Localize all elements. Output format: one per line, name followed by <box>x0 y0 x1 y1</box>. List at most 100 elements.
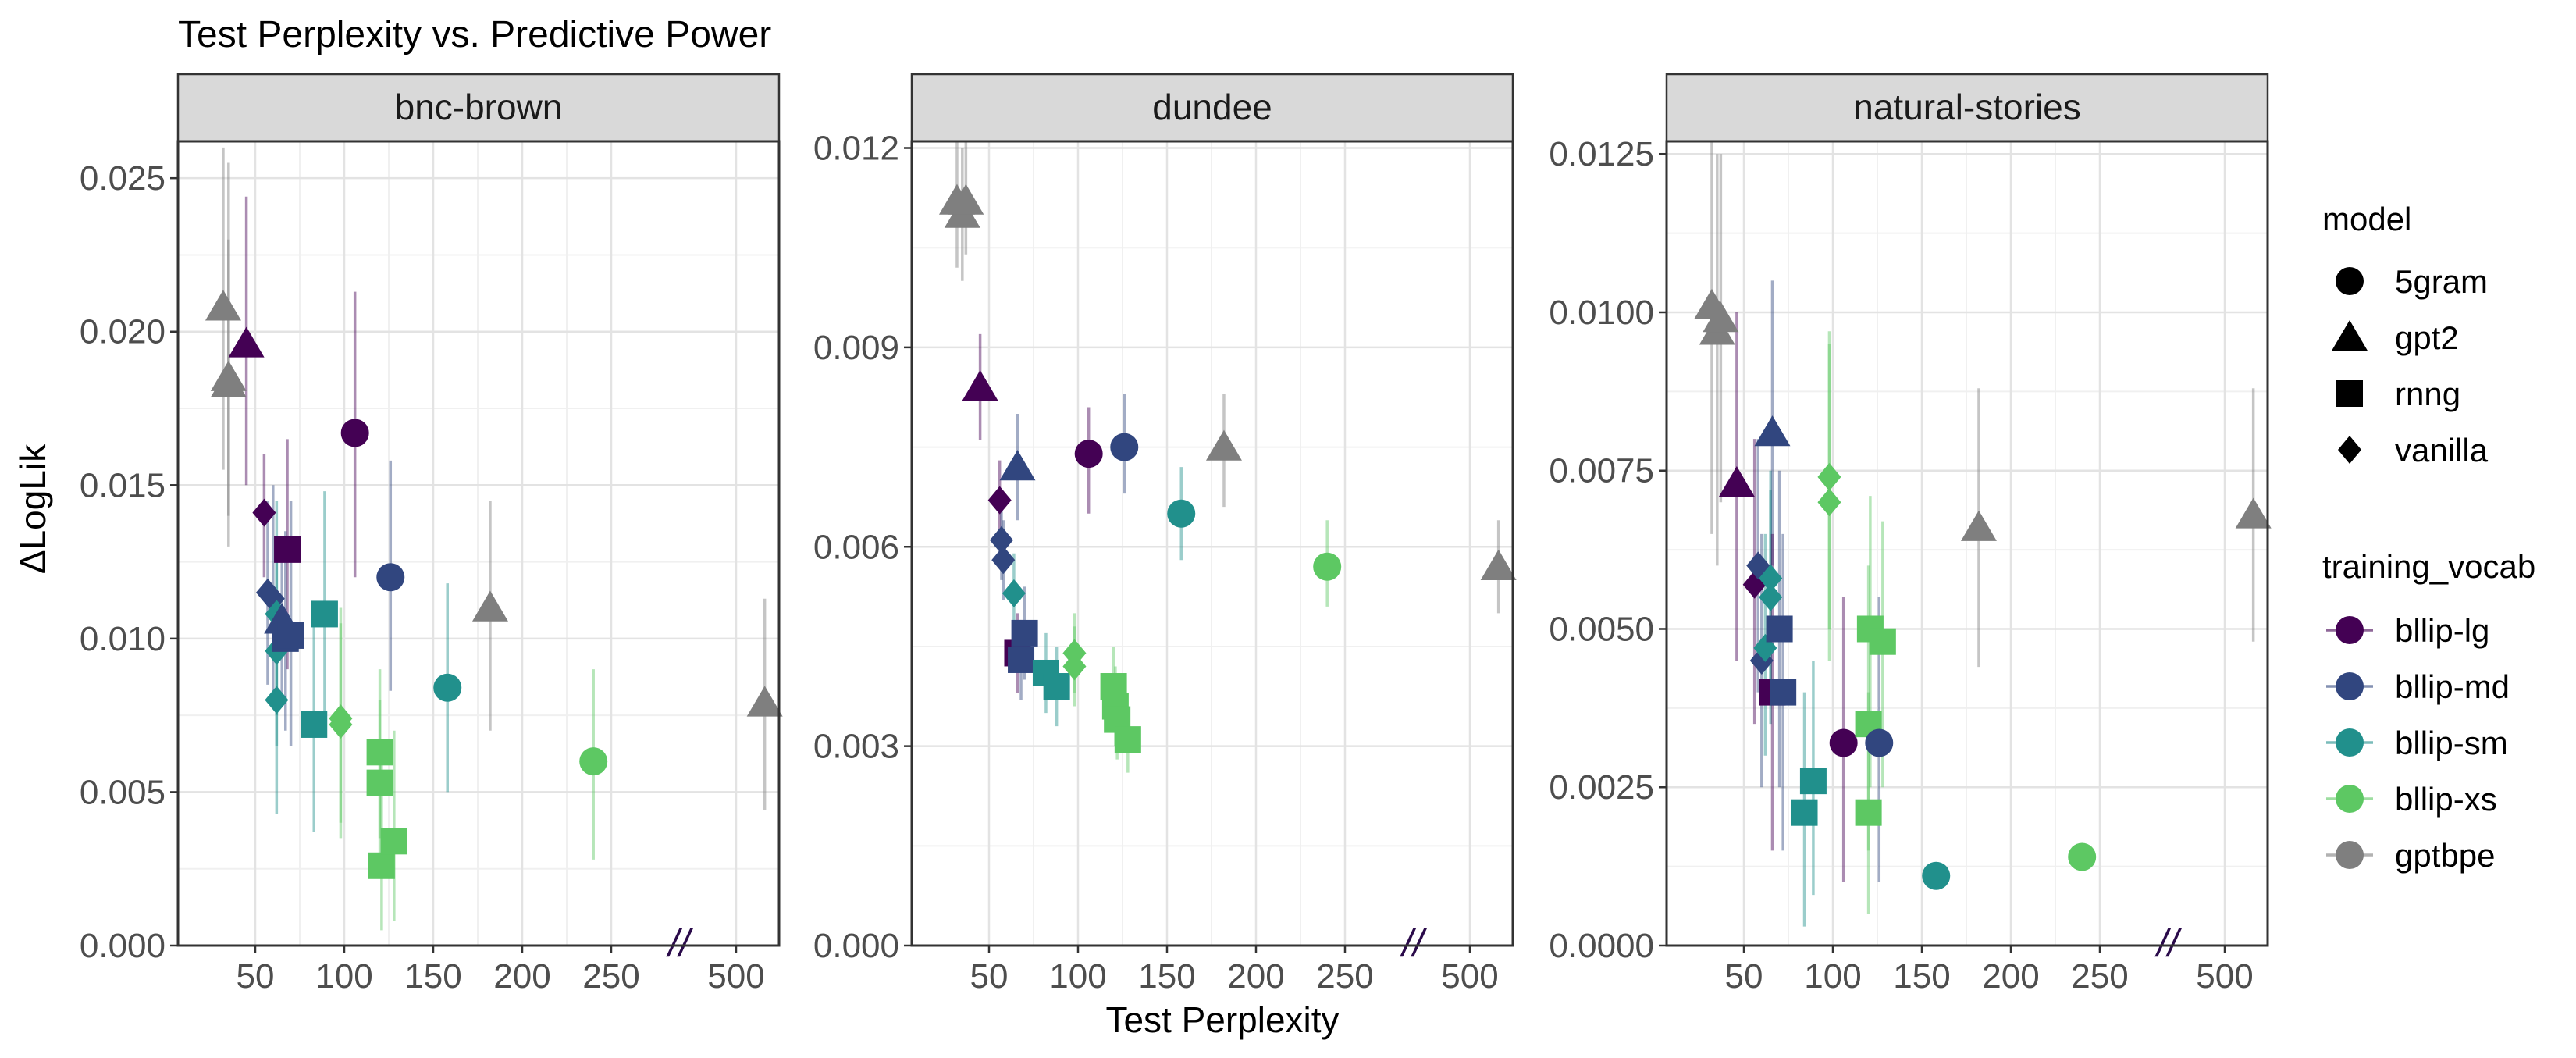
data-point-gpt2 <box>999 450 1036 481</box>
x-tick-label: 150 <box>1138 957 1195 996</box>
y-tick-label: 0.0125 <box>1549 135 1654 173</box>
data-point-5gram <box>340 419 369 447</box>
data-point-rnng <box>380 828 407 855</box>
x-tick-label: 100 <box>1049 957 1106 996</box>
legend-item-gptbpe: gptbpe <box>2326 837 2495 874</box>
points <box>205 290 783 879</box>
data-point-gpt2 <box>948 183 984 215</box>
y-tick-label: 0.0050 <box>1549 610 1654 648</box>
x-tick-label: 200 <box>1982 957 2039 996</box>
panel-strip <box>1665 73 2269 143</box>
legend-item-bllip-xs: bllip-xs <box>2326 781 2497 818</box>
y-tick-label: 0.000 <box>80 927 165 965</box>
y-tick-label: 0.006 <box>813 528 899 566</box>
data-point-rnng <box>1008 646 1035 673</box>
x-tick-label: 250 <box>2071 957 2128 996</box>
panel-strip-label: bnc-brown <box>395 87 563 127</box>
x-tick-label: 50 <box>237 957 275 996</box>
data-point-5gram <box>1829 728 1858 757</box>
legend-model: model 5gram gpt2 rnng vanilla <box>2322 201 2489 468</box>
data-point-5gram <box>579 747 608 776</box>
data-point-5gram <box>2068 842 2097 871</box>
data-point-gpt2 <box>1480 549 1517 580</box>
data-point-gpt2 <box>205 290 241 321</box>
data-point-rnng <box>277 622 304 649</box>
panel-strip-label: dundee <box>1152 87 1272 127</box>
data-point-rnng <box>1766 615 1793 643</box>
data-point-rnng <box>1114 726 1141 753</box>
y-tick-label: 0.0025 <box>1549 768 1654 807</box>
panel-strip <box>910 73 1514 143</box>
data-point-gpt2 <box>746 686 783 717</box>
axis-break-symbol: // <box>666 921 694 965</box>
data-point-gpt2 <box>471 590 508 622</box>
y-tick-label: 0.003 <box>813 728 899 766</box>
legend-label: bllip-sm <box>2395 725 2508 761</box>
data-point-5gram <box>1074 440 1103 468</box>
data-point-rnng <box>311 600 338 628</box>
data-point-gpt2 <box>228 326 265 358</box>
panel-bnc-brown: bnc-brown 0.000 0.005 0.010 0.015 0.020 0.025 5… <box>80 73 783 996</box>
data-point-vanilla <box>329 710 353 739</box>
data-point-rnng <box>1770 679 1797 706</box>
y-tick-label: 0.0100 <box>1549 294 1654 332</box>
x-tick-label: 200 <box>493 957 550 996</box>
panels: bnc-brown 0.000 0.005 0.010 0.015 0.020 0.025 5… <box>80 73 2272 996</box>
y-tick-label: 0.005 <box>80 773 165 811</box>
panel-natural-stories: natural-stories 0.0000 0.0025 0.0050 0.0075 0… <box>1549 73 2272 996</box>
data-point-vanilla <box>1062 652 1087 681</box>
data-point-rnng <box>366 739 393 766</box>
points <box>938 183 1517 753</box>
panel-border <box>910 140 1514 947</box>
data-point-gpt2 <box>1754 415 1791 447</box>
data-point-vanilla <box>1759 564 1783 593</box>
legend-key-dot <box>2336 616 2364 644</box>
legend-key-circle <box>2336 267 2364 295</box>
data-point-rnng <box>1855 799 1882 826</box>
data-point-gpt2 <box>962 369 998 401</box>
panel-border <box>176 140 781 947</box>
chart-title: Test Perplexity vs. Predictive Power <box>178 14 771 55</box>
axis-break-symbol: // <box>1400 921 1428 965</box>
legend-key-dot <box>2336 672 2364 700</box>
data-point-rnng <box>366 769 393 796</box>
legend-item-vanilla: vanilla <box>2338 432 2489 468</box>
legend-item-rnng: rnng <box>2336 376 2460 412</box>
legend-label: bllip-xs <box>2395 781 2497 818</box>
x-axis-title: Test Perplexity <box>1105 999 1339 1040</box>
y-tick-label: 0.010 <box>80 620 165 658</box>
legend-item-bllip-lg: bllip-lg <box>2326 612 2489 649</box>
data-point-5gram <box>1110 433 1139 461</box>
x-tick-label: 50 <box>970 957 1009 996</box>
data-point-vanilla <box>252 498 276 527</box>
panel-strip <box>176 73 781 143</box>
x-tick-label: 500 <box>1441 957 1498 996</box>
data-point-rnng <box>1799 768 1827 795</box>
data-point-vanilla <box>1002 579 1026 607</box>
legend-training-vocab: training_vocab bllip-lg bllip-md bllip-sm bl… <box>2322 548 2535 874</box>
data-point-gpt2 <box>1703 301 1739 333</box>
legend-item-gpt2: gpt2 <box>2332 319 2459 356</box>
legend-label: 5gram <box>2395 263 2488 300</box>
legend-label: bllip-lg <box>2395 612 2489 649</box>
legend-item-5gram: 5gram <box>2336 263 2488 300</box>
panel-strip-label: natural-stories <box>1853 87 2080 127</box>
legend-key-triangle <box>2332 320 2368 351</box>
data-point-5gram <box>433 673 462 702</box>
legend-model-title: model <box>2322 201 2411 237</box>
x-tick-label: 50 <box>1725 957 1763 996</box>
legend-label: gptbpe <box>2395 837 2495 874</box>
data-point-vanilla <box>987 486 1012 515</box>
y-tick-label: 0.025 <box>80 159 165 198</box>
x-tick-label: 100 <box>315 957 372 996</box>
data-point-vanilla <box>1817 488 1841 517</box>
data-point-vanilla <box>1759 582 1783 611</box>
data-point-rnng <box>1791 799 1818 826</box>
data-point-gpt2 <box>210 366 247 397</box>
legend-label: rnng <box>2395 376 2460 412</box>
data-point-rnng <box>1043 673 1070 700</box>
y-axis-title: ΔLogLik <box>12 444 53 574</box>
y-tick-label: 0.009 <box>813 329 899 367</box>
legend-item-bllip-md: bllip-md <box>2326 668 2510 705</box>
